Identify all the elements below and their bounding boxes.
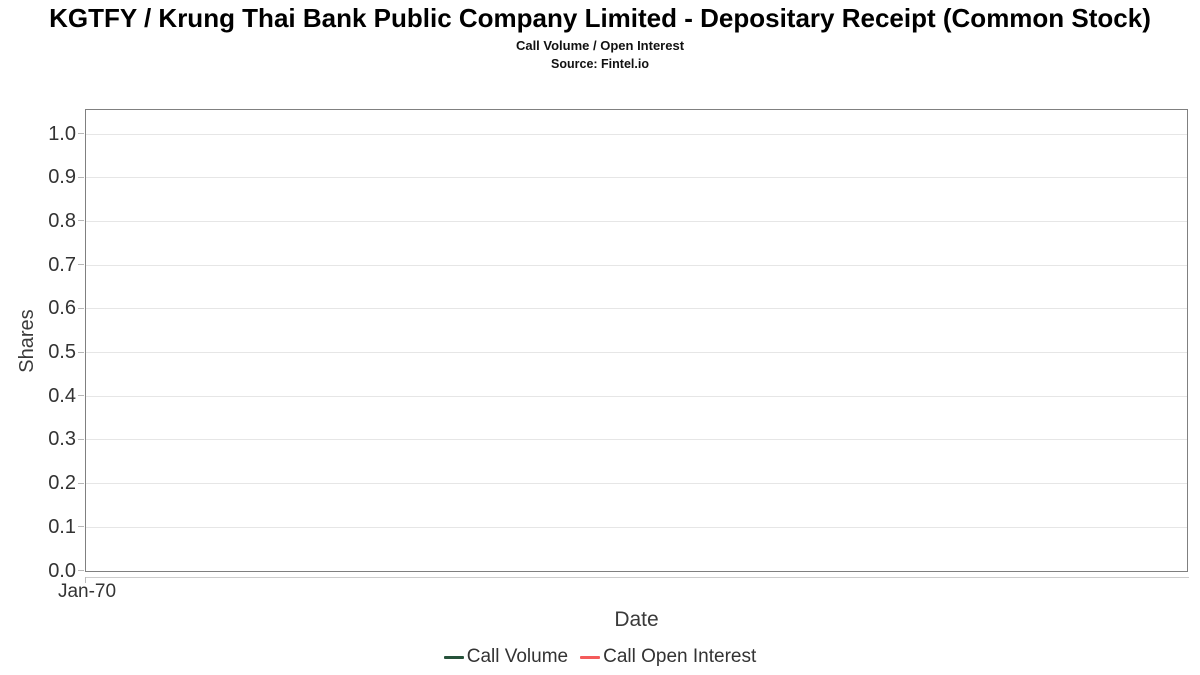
chart-subtitle: Call Volume / Open Interest	[515, 38, 685, 53]
x-axis-line	[85, 577, 1189, 578]
y-tick-label: 0.3	[48, 428, 76, 451]
x-axis-title: Date	[614, 608, 659, 631]
legend-item-call-open-interest[interactable]: Call Open Interest	[580, 646, 756, 668]
gridline	[86, 526, 1187, 528]
gridline	[86, 220, 1187, 222]
y-tick-mark	[78, 438, 84, 440]
y-tick-label: 0.7	[48, 253, 76, 276]
y-tick-label: 0.2	[48, 472, 76, 495]
y-tick-mark	[78, 526, 84, 528]
y-tick-label: 0.9	[48, 166, 76, 189]
gridline	[86, 395, 1187, 397]
x-tick-label: Jan-70	[57, 581, 117, 602]
call-volume-line-swatch	[443, 655, 464, 659]
legend-label: Call Volume	[466, 646, 569, 667]
y-tick-mark	[78, 220, 84, 222]
gridline	[86, 439, 1187, 441]
y-tick-label: 0.0	[48, 559, 76, 582]
y-tick-label: 0.5	[48, 341, 76, 363]
legend-label: Call Open Interest	[603, 646, 757, 667]
gridline	[86, 352, 1187, 353]
y-tick-mark	[78, 395, 84, 397]
gridline	[86, 483, 1187, 485]
y-tick-mark	[78, 351, 84, 353]
y-tick-label: 1.0	[48, 122, 76, 145]
chart-source-credit: Source: Fintel.io	[551, 57, 649, 71]
gridline	[86, 133, 1187, 135]
call-open-interest-line-swatch	[580, 655, 601, 659]
gridline	[86, 177, 1187, 179]
y-tick-label: 0.1	[48, 515, 76, 538]
chart-title: KGTFY / Krung Thai Bank Public Company L…	[49, 3, 1151, 33]
y-tick-mark	[78, 307, 84, 309]
y-tick-label: 0.6	[48, 297, 76, 320]
legend-item-call-volume[interactable]: Call Volume	[443, 646, 569, 668]
plot-area	[85, 109, 1188, 572]
legend: Call Volume Call Open Interest	[0, 646, 1200, 668]
gridline	[86, 308, 1187, 310]
y-tick-mark	[78, 176, 84, 178]
y-tick-mark	[78, 133, 84, 134]
x-tick-mark	[85, 577, 86, 583]
y-tick-label: 0.8	[48, 209, 76, 232]
y-tick-mark	[78, 570, 84, 571]
gridline	[86, 264, 1187, 266]
y-tick-label: 0.4	[48, 384, 76, 407]
y-tick-mark	[78, 482, 84, 484]
y-tick-mark	[78, 264, 84, 266]
